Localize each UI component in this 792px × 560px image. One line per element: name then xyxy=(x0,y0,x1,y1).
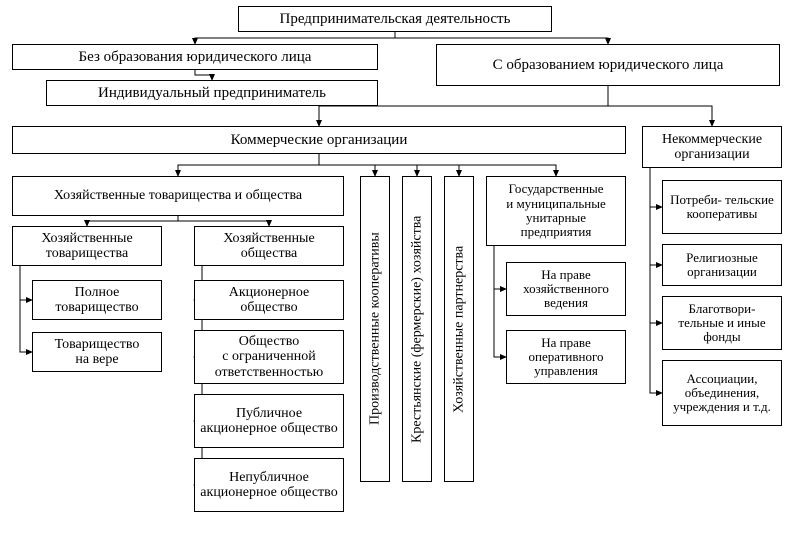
node-hoz_tov: Хозяйственные товарищества xyxy=(12,226,162,266)
node-hoz_obsh: Хозяйственные общества xyxy=(194,226,344,266)
node-label: Благотвори- тельные и иные фонды xyxy=(667,302,777,345)
node-label: Индивидуальный предприниматель xyxy=(98,85,326,102)
node-tov_vera: Товарищество на вере xyxy=(32,332,162,372)
node-hoz_part: Хозяйственные партнерства xyxy=(444,176,474,482)
node-label: Публичное акционерное общество xyxy=(199,406,339,437)
node-label: Хозяйственные общества xyxy=(199,231,339,262)
node-nao: Непубличное акционерное общество xyxy=(194,458,344,512)
node-label: Непубличное акционерное общество xyxy=(199,470,339,501)
node-label: Потреби- тельские кооперативы xyxy=(667,193,777,222)
node-label: Коммерческие организации xyxy=(231,132,408,149)
node-relig: Религиозные организации xyxy=(662,244,782,286)
node-label: Государственные и муниципальные унитарны… xyxy=(491,182,621,239)
node-with_legal: С образованием юридического лица xyxy=(436,44,780,86)
node-label: Общество с ограниченной ответственностью xyxy=(199,334,339,380)
node-no_legal: Без образования юридического лица xyxy=(12,44,378,70)
node-hoz_ved: На праве хозяйственного ведения xyxy=(506,262,626,316)
node-label: Хозяйственные товарищества xyxy=(17,231,157,262)
node-commercial: Коммерческие организации xyxy=(12,126,626,154)
node-label: Хозяйственные товарищества и общества xyxy=(54,188,302,203)
node-label: Крестьянские (фермерские) хозяйства xyxy=(409,215,424,442)
node-full_tov: Полное товарищество xyxy=(32,280,162,320)
node-blagotv: Благотвори- тельные и иные фонды xyxy=(662,296,782,350)
node-kfkh: Крестьянские (фермерские) хозяйства xyxy=(402,176,432,482)
node-potreb_coop: Потреби- тельские кооперативы xyxy=(662,180,782,234)
node-pao: Публичное акционерное общество xyxy=(194,394,344,448)
node-proizv_coop: Производственные кооперативы xyxy=(360,176,390,482)
node-label: Предпринимательская деятельность xyxy=(280,11,511,28)
node-label: На праве хозяйственного ведения xyxy=(511,268,621,311)
node-label: На праве оперативного управления xyxy=(511,336,621,379)
node-label: Некоммерческие организации xyxy=(647,132,777,163)
node-label: Товарищество на вере xyxy=(37,337,157,368)
node-hoz_tov_obsh: Хозяйственные товарищества и общества xyxy=(12,176,344,216)
node-label: Без образования юридического лица xyxy=(79,49,312,66)
node-oper_upr: На праве оперативного управления xyxy=(506,330,626,384)
node-indiv: Индивидуальный предприниматель xyxy=(46,80,378,106)
node-label: Производственные кооперативы xyxy=(367,233,382,426)
node-ooo: Общество с ограниченной ответственностью xyxy=(194,330,344,384)
node-noncommercial: Некоммерческие организации xyxy=(642,126,782,168)
node-assoc: Ассоциации, объединения, учреждения и т.… xyxy=(662,360,782,426)
node-ao: Акционерное общество xyxy=(194,280,344,320)
node-label: Хозяйственные партнерства xyxy=(451,245,466,412)
node-label: Ассоциации, объединения, учреждения и т.… xyxy=(667,372,777,415)
node-label: Полное товарищество xyxy=(37,285,157,316)
node-label: Акционерное общество xyxy=(199,285,339,316)
node-label: Религиозные организации xyxy=(667,251,777,280)
node-root: Предпринимательская деятельность xyxy=(238,6,552,32)
node-gup_mup: Государственные и муниципальные унитарны… xyxy=(486,176,626,246)
node-label: С образованием юридического лица xyxy=(493,57,724,74)
